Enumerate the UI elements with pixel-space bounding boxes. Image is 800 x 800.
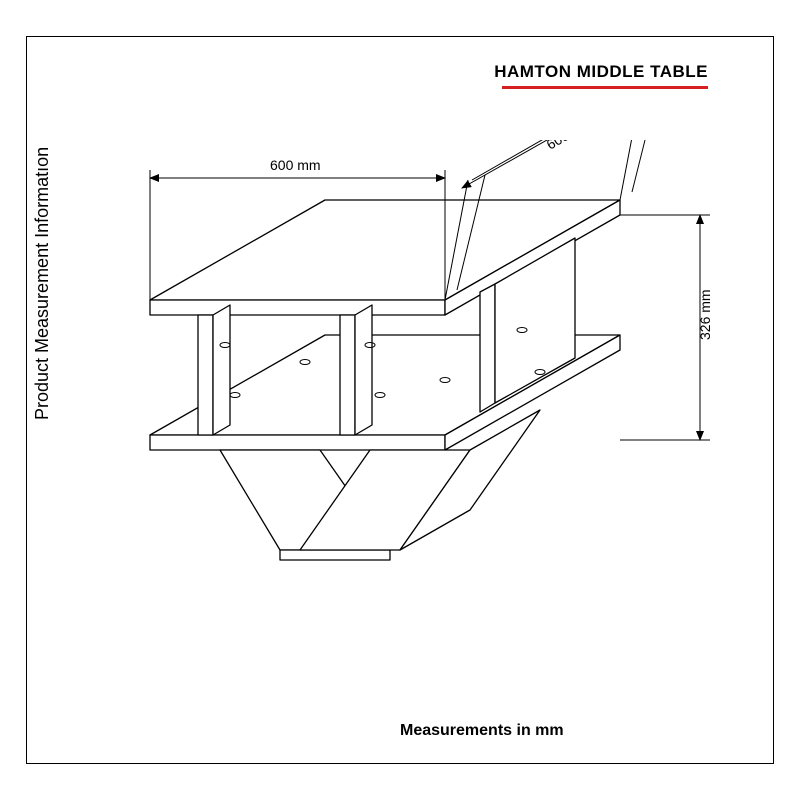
product-title: HAMTON MIDDLE TABLE — [494, 62, 708, 82]
dim-depth-label: 600 mm — [544, 140, 596, 153]
footnote: Measurements in mm — [400, 722, 564, 740]
technical-drawing: 600 mm 600 mm 326 mm — [70, 140, 770, 660]
dim-width-label: 600 mm — [270, 157, 321, 173]
title-underline — [502, 86, 708, 89]
side-label: Product Measurement Informatıon — [32, 147, 53, 420]
dim-height-label: 326 mm — [697, 289, 713, 340]
